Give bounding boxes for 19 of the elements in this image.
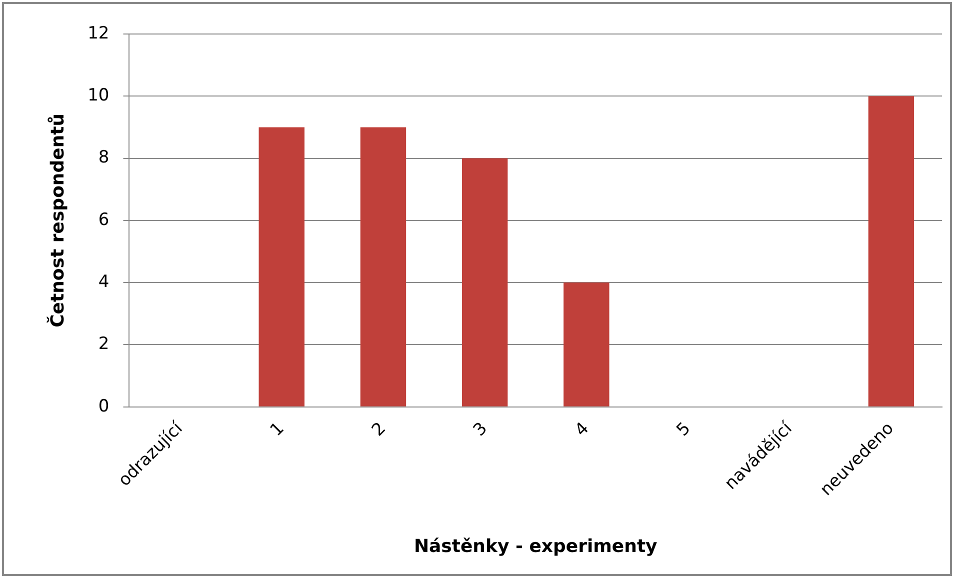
y-tick-label: 8 <box>98 148 110 168</box>
x-tick-label: 4 <box>571 418 594 440</box>
x-tick-label: 2 <box>368 418 390 440</box>
bar <box>360 127 406 406</box>
x-tick-label: 5 <box>672 418 695 440</box>
bar <box>258 127 304 406</box>
y-axis-title: Četnost respondentů <box>46 113 68 328</box>
bar <box>564 282 610 406</box>
y-tick-label: 4 <box>98 272 110 292</box>
x-axis-title: Nástěnky - experimenty <box>414 536 658 557</box>
bar <box>462 158 508 406</box>
y-tick-label: 6 <box>98 210 110 230</box>
y-tick-label: 10 <box>88 86 110 106</box>
x-tick-label: 3 <box>470 418 492 440</box>
x-tick-label: 1 <box>266 418 288 440</box>
y-tick-label: 2 <box>98 334 110 354</box>
bar <box>868 96 914 406</box>
y-tick-label: 12 <box>88 23 110 44</box>
y-tick-label: 0 <box>98 396 110 416</box>
